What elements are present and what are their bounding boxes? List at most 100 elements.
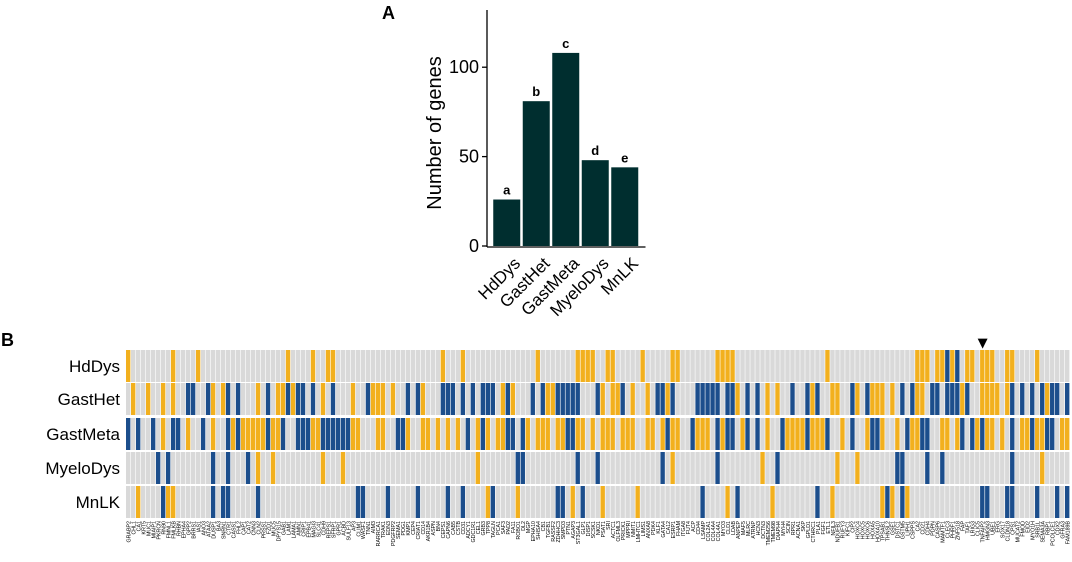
heatmap-cell <box>1020 452 1025 484</box>
heatmap-cell <box>825 418 830 450</box>
heatmap-cell <box>515 350 520 382</box>
heatmap-cell <box>345 350 351 382</box>
heatmap-cell <box>415 383 421 415</box>
heatmap-cell <box>335 418 341 450</box>
heatmap-cell <box>520 486 525 518</box>
heatmap-cell <box>815 486 820 518</box>
heatmap-cell <box>410 418 416 450</box>
heatmap-cell <box>180 350 186 382</box>
heatmap-cell <box>430 350 436 382</box>
heatmap-cell <box>200 486 206 518</box>
heatmap-cell <box>320 452 326 484</box>
column-label: UBE1 <box>991 521 997 535</box>
heatmap-cell <box>905 383 910 415</box>
heatmap-cell <box>305 350 311 382</box>
column-label: PDGFRP2 <box>391 521 397 546</box>
heatmap-cell <box>920 350 925 382</box>
heatmap-cell <box>300 418 306 450</box>
heatmap-cell <box>215 418 221 450</box>
heatmap-cell <box>1040 418 1045 450</box>
heatmap-cell <box>535 350 540 382</box>
heatmap-cell <box>470 418 476 450</box>
heatmap-cell <box>460 418 466 450</box>
heatmap-cell <box>155 452 161 484</box>
column-label: HOXC6 <box>866 521 872 539</box>
heatmap-cell <box>126 418 131 450</box>
heatmap-cell <box>405 452 411 484</box>
panel-label-b: B <box>1 330 14 350</box>
heatmap-cell <box>510 486 515 518</box>
heatmap-cell <box>525 486 530 518</box>
heatmap-cell <box>230 418 236 450</box>
heatmap-cell <box>1050 418 1055 450</box>
column-label: EDN3 <box>386 521 392 535</box>
heatmap-cell <box>420 350 426 382</box>
heatmap-cell <box>885 452 890 484</box>
heatmap-cell <box>710 418 715 450</box>
column-label: CA12 <box>666 521 672 534</box>
heatmap-cell <box>835 486 840 518</box>
heatmap-cell <box>975 452 980 484</box>
heatmap-cell <box>975 486 980 518</box>
heatmap-cell <box>775 486 780 518</box>
column-label: TAGLN <box>491 521 497 538</box>
heatmap-cell <box>820 350 825 382</box>
column-label: SULF13 <box>346 521 352 540</box>
bar <box>552 52 580 247</box>
heatmap-cell <box>470 486 476 518</box>
heatmap-cell <box>1045 418 1050 450</box>
heatmap-cell <box>360 383 366 415</box>
heatmap-cell <box>870 452 875 484</box>
heatmap-cell <box>860 452 865 484</box>
heatmap-cell <box>510 418 515 450</box>
heatmap-cell <box>995 383 1000 415</box>
heatmap-cell <box>905 418 910 450</box>
heatmap-cell <box>735 350 740 382</box>
column-label: MUC5 <box>271 521 277 536</box>
heatmap-cell <box>185 418 191 450</box>
heatmap-cell <box>210 350 216 382</box>
heatmap-cell <box>425 452 431 484</box>
heatmap-cell <box>295 452 301 484</box>
heatmap-cell <box>340 383 346 415</box>
heatmap-cell <box>415 418 421 450</box>
heatmap-cell <box>570 418 575 450</box>
heatmap-cell <box>285 383 291 415</box>
heatmap-cell <box>280 418 286 450</box>
heatmap-cell <box>225 452 231 484</box>
heatmap-cell <box>750 418 755 450</box>
heatmap-cell <box>880 350 885 382</box>
heatmap-cell <box>740 452 745 484</box>
heatmap-cell <box>200 452 206 484</box>
column-label: ANXA8 <box>646 521 652 538</box>
heatmap-cell <box>625 418 630 450</box>
heatmap-cell <box>880 383 885 415</box>
heatmap-cell <box>520 383 525 415</box>
row-label: GastMeta <box>46 425 120 444</box>
heatmap-cell <box>190 383 196 415</box>
column-label: ACTC1 <box>611 521 617 538</box>
column-label: COL2A1 <box>706 521 712 541</box>
heatmap-cell <box>900 383 905 415</box>
heatmap-cell <box>740 486 745 518</box>
heatmap-cell <box>1050 452 1055 484</box>
column-label: FMLKB <box>171 521 177 539</box>
column-label: SAF3 <box>501 521 507 534</box>
heatmap-cell <box>275 452 281 484</box>
heatmap-cell <box>265 486 271 518</box>
heatmap-cell <box>980 418 985 450</box>
heatmap-cell <box>290 418 296 450</box>
heatmap-cell <box>430 383 436 415</box>
heatmap-cell <box>495 350 501 382</box>
heatmap-cell <box>455 350 461 382</box>
heatmap-cell <box>630 486 635 518</box>
row-label: HdDys <box>69 357 120 376</box>
marker-arrow-icon: ▼ <box>978 336 988 351</box>
column-label: RARRCA1 <box>376 521 382 546</box>
heatmap-cell <box>560 350 565 382</box>
heatmap-cell <box>780 452 785 484</box>
heatmap-cell <box>465 452 471 484</box>
heatmap-cell <box>295 418 301 450</box>
heatmap-cell <box>275 418 281 450</box>
heatmap-cell <box>950 418 955 450</box>
